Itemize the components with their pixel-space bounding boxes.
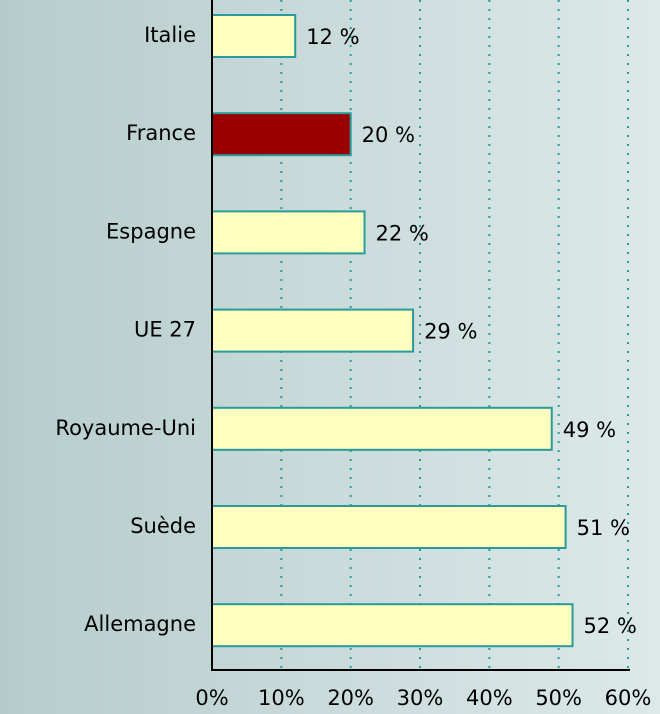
y-tick-label: Royaume-Uni	[55, 416, 196, 440]
value-label: 22 %	[376, 221, 429, 245]
x-tick-label: 40%	[466, 686, 513, 710]
value-label: 52 %	[584, 614, 637, 638]
x-tick-label: 60%	[605, 686, 652, 710]
y-tick-label: UE 27	[134, 318, 196, 342]
bar	[211, 406, 553, 451]
y-tick-label: France	[126, 121, 196, 145]
value-label: 29 %	[424, 320, 477, 344]
bar	[211, 505, 567, 549]
y-tick-label: Allemagne	[84, 612, 196, 636]
bar	[211, 14, 297, 58]
x-tick-label: 50%	[535, 686, 582, 710]
x-tick-label: 30%	[397, 686, 444, 710]
value-label: 51 %	[577, 516, 630, 540]
y-tick-label: Italie	[144, 23, 196, 47]
x-tick-label: 0%	[195, 686, 228, 710]
y-tick-label: Suède	[130, 514, 196, 538]
value-label: 12 %	[306, 25, 359, 49]
bar	[211, 308, 415, 353]
bar	[211, 112, 352, 157]
x-tick-label: 20%	[327, 686, 374, 710]
bar	[211, 603, 574, 648]
y-tick-label: Espagne	[106, 219, 196, 243]
value-label: 49 %	[563, 418, 616, 442]
value-label: 20 %	[362, 123, 415, 147]
x-tick-label: 10%	[258, 686, 305, 710]
bar	[211, 210, 366, 255]
